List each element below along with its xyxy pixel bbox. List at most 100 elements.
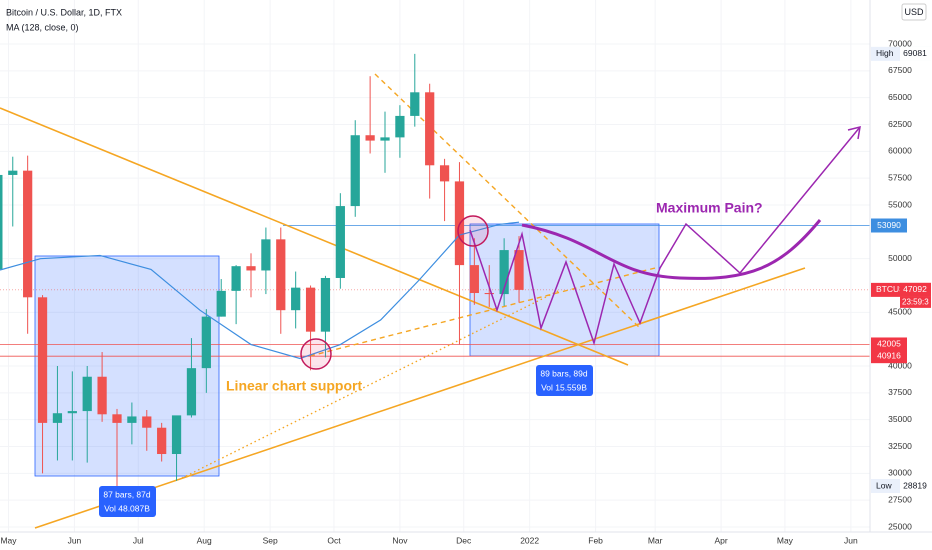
- candle-body: [365, 135, 375, 141]
- level-label: 40916: [877, 350, 901, 360]
- tag-value-bg: [900, 46, 931, 61]
- levels: [0, 225, 870, 357]
- candle-body: [320, 277, 331, 332]
- y-tick-label: 30000: [888, 468, 912, 478]
- candle-body: [142, 416, 152, 428]
- y-tick-label: 32500: [888, 441, 912, 451]
- x-tick-label: 2022: [520, 535, 539, 545]
- x-tick-label: Nov: [392, 535, 408, 545]
- trend-line: [0, 107, 629, 366]
- level-tag: [871, 218, 907, 233]
- tag-name: Low: [876, 480, 892, 490]
- x-tick-label: Apr: [714, 535, 727, 545]
- y-tick-label: 35000: [888, 414, 912, 424]
- projection-path: [469, 126, 861, 346]
- chart-title: Bitcoin / U.S. Dollar, 1D, FTX: [6, 7, 122, 17]
- tag-name: BTCUSD: [876, 284, 911, 294]
- pain-curve: [521, 219, 822, 280]
- x-tick-label: Sep: [263, 535, 278, 545]
- y-tick-label: 40000: [888, 360, 912, 370]
- measure-text: Vol 15.559B: [541, 382, 587, 392]
- currency[interactable]: USD: [904, 7, 924, 17]
- annotation: Linear chart support: [226, 378, 362, 394]
- y-tick-label: 70000: [888, 38, 912, 48]
- tag-value: 69081: [903, 48, 927, 58]
- candle-body: [157, 427, 167, 455]
- y-tick-label: 67500: [888, 65, 912, 75]
- measure-text: 87 bars, 87d: [103, 489, 151, 499]
- candle-body: [82, 376, 92, 412]
- candle-body: [395, 115, 405, 138]
- y-tick-label: 55000: [888, 199, 912, 209]
- tag-value-bg: [900, 479, 931, 494]
- x-tick-label: May: [0, 535, 17, 545]
- candle-body: [97, 376, 107, 415]
- annotation: Maximum Pain?: [656, 200, 763, 216]
- range-box: [34, 255, 220, 477]
- grid: [0, 0, 870, 532]
- y-tick-label: 25000: [888, 521, 912, 531]
- countdown: 23:59:3: [902, 297, 929, 306]
- y-tick-label: 65000: [888, 92, 912, 102]
- candle-body: [291, 287, 301, 311]
- candle-body: [52, 413, 63, 423]
- trend-line: [181, 289, 561, 479]
- tag-value: 28819: [903, 480, 927, 490]
- indicator-legend: MA (128, close, 0): [6, 22, 79, 32]
- y-tick-label: 50000: [888, 253, 912, 263]
- highlight-circle: [300, 338, 332, 370]
- x-tick-label: Jun: [68, 535, 82, 545]
- candle-body: [246, 266, 256, 271]
- candle-body: [231, 266, 241, 291]
- candle-body: [276, 239, 286, 311]
- trend-line: [34, 267, 806, 529]
- candle-body: [261, 239, 271, 271]
- candle-body: [425, 92, 435, 166]
- candle-body: [469, 265, 479, 294]
- tag-value-bg: [900, 282, 931, 297]
- y-tick-label: 62500: [888, 119, 912, 129]
- candle-body: [439, 165, 450, 182]
- candle-body: [484, 293, 494, 295]
- y-tick-label: 37500: [888, 387, 912, 397]
- candle-body: [499, 250, 509, 295]
- y-tick-label: 27500: [888, 494, 912, 504]
- level-label: 42005: [877, 339, 901, 349]
- axes: 25000 27500 30000 32500 35000 37500 40000 45000…: [0, 38, 931, 545]
- candle-body: [127, 416, 137, 423]
- tag-value: 47092: [903, 284, 927, 294]
- x-tick-label: Jul: [133, 535, 144, 545]
- candle-body: [216, 290, 226, 317]
- highlight-circle: [457, 215, 489, 247]
- level-label: 53090: [877, 220, 901, 230]
- candle-body: [0, 174, 3, 270]
- measure-label: [99, 486, 156, 517]
- candle-body: [171, 415, 182, 455]
- candle-body: [186, 368, 197, 416]
- x-tick-label: Feb: [588, 535, 603, 545]
- candle-body: [8, 170, 18, 175]
- x-tick-label: Dec: [456, 535, 472, 545]
- candle-body: [37, 297, 48, 423]
- candle-body: [514, 250, 524, 290]
- moving-average: [0, 221, 520, 360]
- measure-text: Vol 48.087B: [104, 503, 150, 513]
- candle-body: [23, 170, 33, 298]
- candle-body: [112, 414, 122, 423]
- candle-body: [350, 135, 360, 207]
- x-tick-label: Aug: [197, 535, 212, 545]
- candle-body: [410, 92, 420, 116]
- level-tag: [871, 337, 907, 352]
- measure-label: [536, 365, 593, 396]
- x-tick-label: Oct: [327, 535, 341, 545]
- measure-text: 89 bars, 89d: [540, 368, 588, 378]
- level-tag: [871, 349, 907, 364]
- y-tick-label: 57500: [888, 172, 912, 182]
- currency-button[interactable]: [901, 3, 927, 21]
- countdown-bg: [900, 296, 931, 308]
- x-tick-label: Mar: [648, 535, 663, 545]
- tag-name: High: [876, 48, 894, 58]
- y-tick-label: 60000: [888, 146, 912, 156]
- candle-body: [335, 206, 345, 278]
